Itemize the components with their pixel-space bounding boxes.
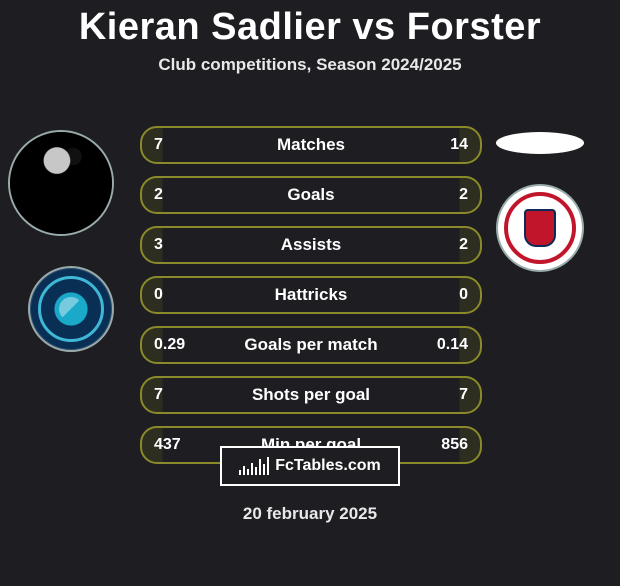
stat-left: 7 <box>154 128 163 162</box>
brand-text: FcTables.com <box>275 457 381 475</box>
club-left-badge <box>28 266 114 352</box>
stat-right: 2 <box>459 228 468 262</box>
stat-label: Assists <box>281 235 341 255</box>
table-row: 7 Shots per goal 7 <box>140 376 482 414</box>
stat-left: 2 <box>154 178 163 212</box>
stat-right: 0.14 <box>437 328 468 362</box>
stat-right: 856 <box>441 428 468 462</box>
stat-label: Goals <box>287 185 334 205</box>
table-row: 7 Matches 14 <box>140 126 482 164</box>
page-subtitle: Club competitions, Season 2024/2025 <box>0 55 620 75</box>
brand-bars-icon <box>239 457 269 475</box>
stat-right: 2 <box>459 178 468 212</box>
table-row: 0.29 Goals per match 0.14 <box>140 326 482 364</box>
table-row: 3 Assists 2 <box>140 226 482 264</box>
stat-left: 7 <box>154 378 163 412</box>
stat-left: 0 <box>154 278 163 312</box>
stat-label: Goals per match <box>244 335 377 355</box>
table-row: 0 Hattricks 0 <box>140 276 482 314</box>
stat-label: Shots per goal <box>252 385 370 405</box>
stat-left: 3 <box>154 228 163 262</box>
player-right-photo <box>496 132 584 154</box>
page-title: Kieran Sadlier vs Forster <box>0 6 620 49</box>
footer-date: 20 february 2025 <box>0 504 620 524</box>
stat-left: 437 <box>154 428 181 462</box>
stats-table: 7 Matches 14 2 Goals 2 3 Assists 2 0 Hat… <box>140 126 482 476</box>
stat-left: 0.29 <box>154 328 185 362</box>
club-right-badge <box>496 184 584 272</box>
stat-label: Matches <box>277 135 345 155</box>
brand-badge: FcTables.com <box>220 446 400 486</box>
player-left-photo <box>8 130 114 236</box>
stat-label: Hattricks <box>275 285 348 305</box>
stat-right: 7 <box>459 378 468 412</box>
stat-right: 0 <box>459 278 468 312</box>
stat-right: 14 <box>450 128 468 162</box>
table-row: 2 Goals 2 <box>140 176 482 214</box>
